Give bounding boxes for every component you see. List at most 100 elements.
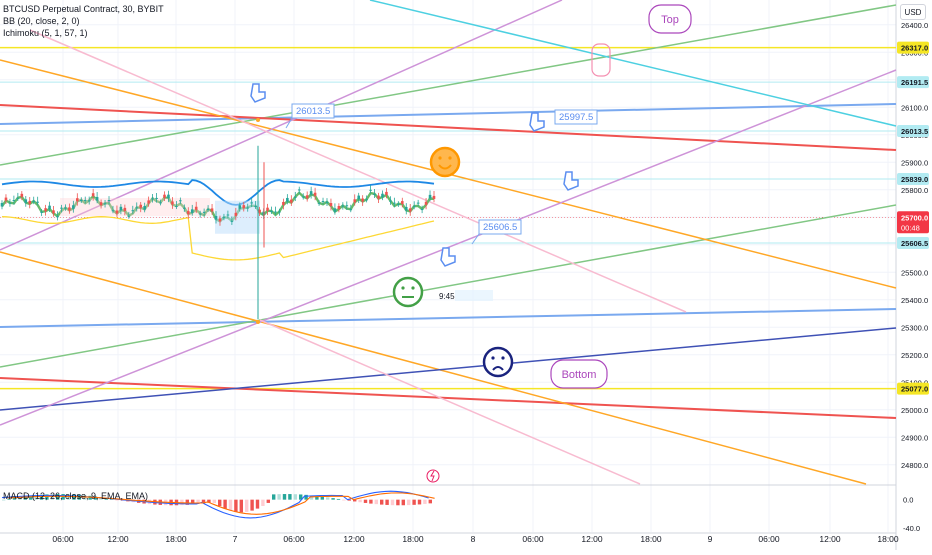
candle-body [198,213,202,215]
candle-body [345,205,349,207]
happy-face-icon-mouth [438,164,452,170]
macd-histogram-bar [34,495,38,500]
candle-body [270,210,273,212]
macd-histogram-bar [396,499,400,506]
macd-histogram-bar [245,499,249,512]
price-label-box [897,211,929,234]
candle-body [72,205,75,209]
macd-histogram-bar [326,497,330,500]
callout-pointer [285,117,293,129]
legend-ichimoku[interactable]: Ichimoku (5, 1, 57, 1) [3,28,88,38]
macd-histogram-bar [196,499,200,505]
macd-pane [1,490,435,519]
macd-legend[interactable]: MACD (12, 26, close, 9, EMA, EMA) [3,491,149,501]
bb-lower [1,216,435,261]
candle-body [365,199,368,201]
macd-histogram-bar [234,499,238,512]
trend-line [369,0,897,127]
macd-histogram-bar [342,499,346,501]
price-label-text: 26317.0 [901,44,928,53]
signal-line [7,492,435,515]
price-label-box [897,76,929,89]
macd-histogram-bar [223,499,227,509]
macd-histogram-bar [423,499,427,504]
macd-histogram-bar [2,499,6,501]
macd-histogram-bar [93,496,98,500]
candle-body [325,201,329,203]
macd-histogram-bar [385,499,389,505]
candle-body [297,189,301,191]
callout-25606-box [478,219,522,235]
candle-body [373,193,376,195]
candle-body [420,208,424,210]
candle-body [428,194,432,199]
happy-face-icon-eye [438,156,442,160]
macd-histogram-bar [255,499,260,509]
candle-body [139,204,143,208]
candle-body [79,199,83,201]
candle-body [393,202,396,204]
price-tick-label: 26100.0 [901,103,928,112]
trend-lines [0,0,897,485]
macd-histogram-bar [369,499,373,504]
legend-bb[interactable]: BB (20, close, 2, 0) [3,16,80,26]
candle-body [56,216,59,218]
candle-body [190,209,194,213]
candle-body [424,201,428,205]
time-tick-label: 06:00 [283,534,305,544]
sad-face-icon [482,346,514,378]
candle-body [0,202,4,207]
time-tick-label: 12:00 [819,534,841,544]
candle-body [107,200,111,202]
macd-histogram-bar [304,494,308,500]
candle-body [87,200,91,202]
candle-body [206,209,210,211]
candle-body [64,207,67,209]
macd-histogram-bar [380,499,384,505]
candle-body [40,211,43,213]
price-tick-label: 25800.0 [901,186,928,195]
candle-body [293,196,297,198]
candle-body [313,192,317,196]
trend-line [259,319,641,485]
macd-histogram-bar [282,494,287,500]
candle-body [357,195,360,200]
sad-face-icon-eye [501,356,505,360]
macd-histogram-bar [18,497,22,500]
candle-body [361,198,364,202]
neutral-face-icon-eye [401,286,405,290]
price-tick-label: 25300.0 [901,323,928,332]
candle-body [127,215,131,217]
time-tick-label: 18:00 [165,534,187,544]
candle-body [131,210,135,212]
candle-body [214,216,218,220]
macd-histogram-bar [228,499,233,511]
macd-histogram-bar [23,496,27,500]
price-tick-label: 25000.0 [901,406,928,415]
time-tick-label: 06:00 [758,534,780,544]
price-label-text: 25606.5 [901,239,928,248]
clock-time-label: 9:45 [439,292,455,301]
price-label-box [897,41,929,54]
hand-pointer-icon [250,83,266,103]
time-tick-label: 18:00 [877,534,899,544]
candle-body [282,201,285,205]
candle-body [4,197,8,201]
candle-body [254,205,257,207]
macd-histogram-bar [272,494,276,500]
macd-histogram-bar [250,499,254,511]
candle-body [305,195,309,199]
happy-face-icon [429,146,461,178]
candle-body [202,211,206,213]
price-axis: 24800.024900.025000.025100.025200.025300… [897,21,929,533]
hand-pointer-icon [563,171,579,191]
candle-body [48,205,51,210]
macd-histogram-bar [99,497,103,500]
callout-25997-text: 25997.5 [559,112,593,123]
macd-histogram-bar [56,494,60,500]
macd-tick-label: 0.0 [903,496,913,505]
macd-histogram-bar [29,495,33,500]
currency-button[interactable]: USD [900,4,926,20]
